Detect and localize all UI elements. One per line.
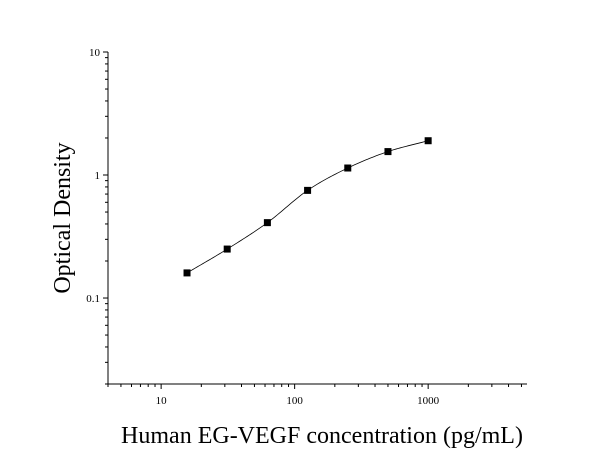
y-tick-label: 0.1 bbox=[86, 293, 100, 305]
y-axis-title: Optical Density bbox=[50, 142, 76, 293]
x-tick-label: 1000 bbox=[417, 395, 440, 407]
y-tick-label: 1 bbox=[95, 170, 101, 182]
x-tick-label: 10 bbox=[156, 395, 168, 407]
data-point bbox=[183, 269, 191, 277]
data-point bbox=[263, 219, 271, 227]
x-axis-title: Human EG-VEGF concentration (pg/mL) bbox=[121, 423, 523, 449]
data-point bbox=[424, 137, 432, 145]
y-tick-label: 10 bbox=[89, 47, 101, 59]
data-point bbox=[304, 186, 312, 194]
data-points-layer bbox=[183, 137, 432, 277]
x-tick-label: 100 bbox=[286, 395, 303, 407]
data-point bbox=[384, 148, 392, 156]
data-point bbox=[223, 245, 231, 253]
data-point bbox=[344, 164, 352, 172]
axes: 10 100 1000 0.1 1 10 bbox=[86, 47, 527, 407]
